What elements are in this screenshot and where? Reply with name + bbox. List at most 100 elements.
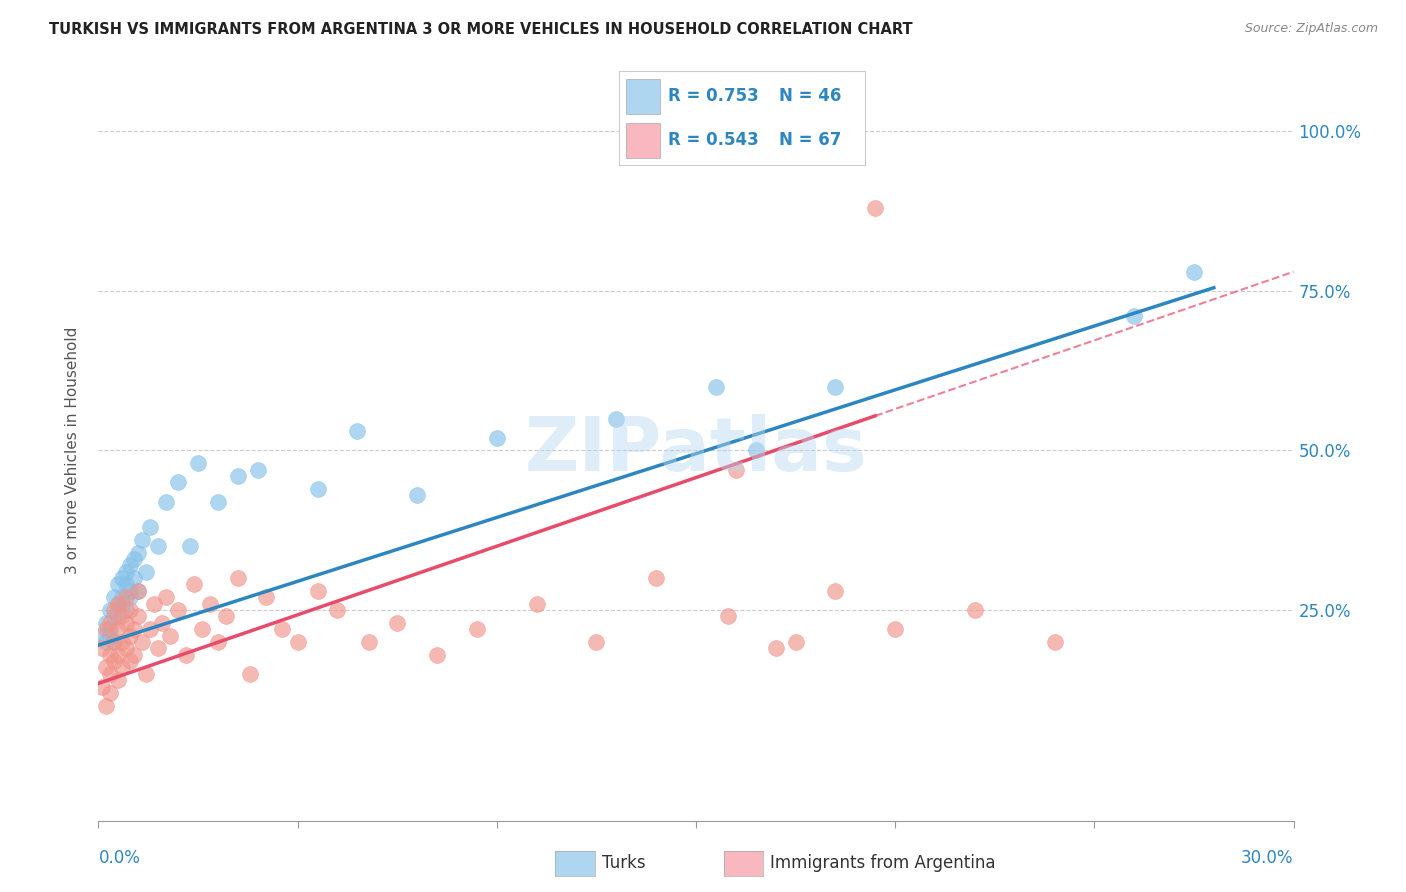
Point: [174, 648, 197, 662]
Point: [187, 456, 209, 470]
Point: [1043, 635, 1066, 649]
Point: [111, 571, 134, 585]
Point: [865, 201, 887, 215]
Point: [124, 552, 146, 566]
Text: TURKISH VS IMMIGRANTS FROM ARGENTINA 3 OR MORE VEHICLES IN HOUSEHOLD CORRELATION: TURKISH VS IMMIGRANTS FROM ARGENTINA 3 O…: [49, 22, 912, 37]
Point: [96, 635, 118, 649]
Point: [115, 603, 138, 617]
Point: [765, 641, 787, 656]
Point: [326, 603, 349, 617]
Point: [127, 583, 149, 598]
Point: [120, 629, 142, 643]
Text: 30.0%: 30.0%: [1241, 849, 1294, 867]
Point: [1182, 265, 1205, 279]
Point: [103, 591, 125, 605]
Point: [207, 635, 229, 649]
Point: [198, 597, 221, 611]
Point: [131, 533, 153, 547]
Point: [91, 629, 114, 643]
Point: [107, 577, 129, 591]
Point: [135, 666, 157, 681]
Point: [115, 641, 138, 656]
Text: ZIPatlas: ZIPatlas: [524, 414, 868, 487]
Point: [107, 597, 129, 611]
Point: [406, 488, 429, 502]
Point: [124, 571, 146, 585]
Point: [107, 648, 129, 662]
Point: [98, 603, 122, 617]
Point: [124, 622, 146, 636]
Point: [111, 660, 134, 674]
Point: [98, 686, 122, 700]
Point: [148, 641, 170, 656]
Point: [103, 654, 125, 668]
Point: [115, 565, 138, 579]
Bar: [626, 123, 661, 158]
Point: [107, 673, 129, 688]
Point: [107, 622, 129, 636]
Point: [585, 635, 607, 649]
Point: [254, 591, 277, 605]
Point: [103, 635, 125, 649]
Point: [183, 577, 205, 591]
Point: [111, 635, 134, 649]
Point: [605, 411, 627, 425]
Point: [120, 583, 142, 598]
Point: [704, 379, 727, 393]
Point: [120, 591, 142, 605]
Point: [103, 603, 125, 617]
Point: [785, 635, 807, 649]
Point: [107, 597, 129, 611]
Point: [246, 462, 269, 476]
Point: [179, 539, 201, 553]
Point: [143, 597, 166, 611]
Point: [127, 609, 149, 624]
Point: [307, 583, 329, 598]
Point: [148, 539, 170, 553]
Point: [226, 469, 249, 483]
Point: [824, 583, 846, 598]
Point: [139, 622, 162, 636]
Text: N = 46: N = 46: [779, 87, 841, 105]
Point: [115, 577, 138, 591]
Point: [307, 482, 329, 496]
Point: [98, 615, 122, 630]
Point: [287, 635, 309, 649]
Point: [115, 615, 138, 630]
Point: [127, 583, 149, 598]
Point: [103, 609, 125, 624]
Point: [96, 698, 118, 713]
Text: Source: ZipAtlas.com: Source: ZipAtlas.com: [1244, 22, 1378, 36]
Point: [98, 666, 122, 681]
Point: [115, 591, 138, 605]
Point: [270, 622, 292, 636]
Point: [150, 615, 173, 630]
Point: [124, 648, 146, 662]
Point: [111, 597, 134, 611]
Point: [426, 648, 449, 662]
Point: [884, 622, 907, 636]
Point: [645, 571, 668, 585]
Point: [215, 609, 238, 624]
Point: [120, 603, 142, 617]
Point: [135, 565, 157, 579]
Point: [346, 425, 368, 439]
Point: [111, 609, 134, 624]
Text: Turks: Turks: [602, 855, 645, 872]
Point: [385, 615, 409, 630]
Point: [167, 603, 190, 617]
Point: [91, 680, 114, 694]
Text: R = 0.543: R = 0.543: [668, 131, 759, 149]
Point: [191, 622, 214, 636]
Point: [127, 545, 149, 559]
Bar: [626, 78, 661, 113]
Point: [963, 603, 986, 617]
Point: [159, 629, 181, 643]
Text: 0.0%: 0.0%: [98, 849, 141, 867]
Point: [226, 571, 249, 585]
Point: [103, 635, 125, 649]
Point: [107, 609, 129, 624]
Point: [155, 591, 177, 605]
Point: [155, 494, 177, 508]
Point: [98, 629, 122, 643]
